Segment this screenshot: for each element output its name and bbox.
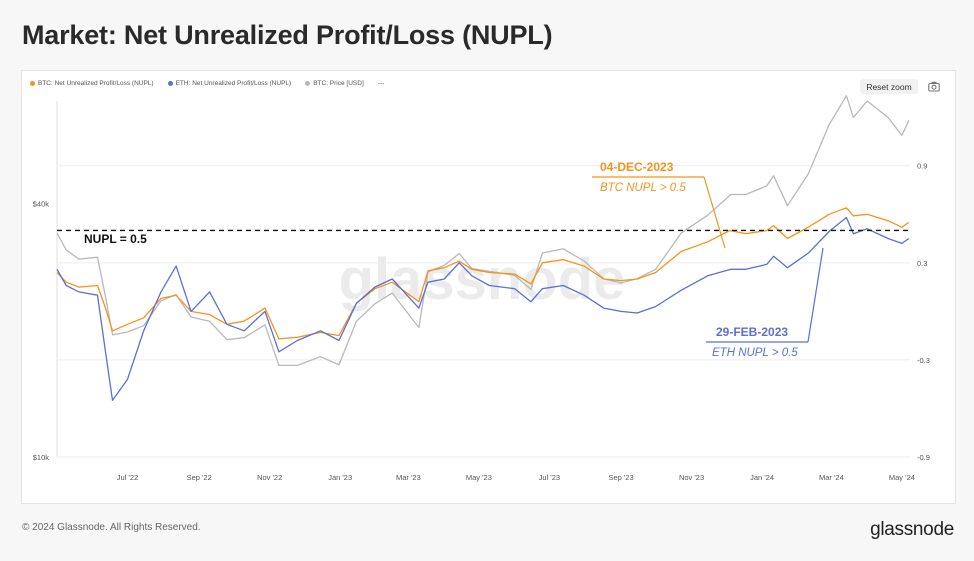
- nupl-threshold-label: NUPL = 0.5: [84, 232, 147, 246]
- x-tick-label: Sep '22: [187, 473, 212, 482]
- x-tick-label: Jan '24: [750, 473, 774, 482]
- eth-annotation-date: 29-FEB-2023: [716, 325, 788, 339]
- series-line-0: [56, 95, 910, 367]
- chart-panel: BTC: Net Unrealized Profit/Loss (NUPL) E…: [21, 70, 956, 504]
- nupl-chart: glassnode Jul '22 Sep '22 Nov '22 Jan '23 Ma…: [33, 95, 930, 482]
- legend-item-eth-nupl[interactable]: ETH: Net Unrealized Profit/Loss (NUPL): [167, 80, 292, 87]
- y-right-tick-label: 0.9: [917, 162, 927, 171]
- reset-zoom-button[interactable]: Reset zoom: [860, 79, 918, 94]
- x-tick-label: Sep '23: [608, 473, 633, 482]
- btc-annotation-date: 04-DEC-2023: [600, 160, 674, 174]
- x-tick-label: Jul '22: [117, 473, 138, 482]
- x-tick-label: Nov '22: [257, 473, 282, 482]
- eth-annotation: 29-FEB-2023 ETH NUPL > 0.5: [706, 247, 824, 359]
- chart-legend: BTC: Net Unrealized Profit/Loss (NUPL) E…: [30, 80, 384, 87]
- copyright-footer: © 2024 Glassnode. All Rights Reserved.: [22, 522, 201, 533]
- eth-annotation-connector: [807, 247, 824, 343]
- x-tick-label: May '23: [466, 473, 492, 482]
- legend-label: ETH: Net Unrealized Profit/Loss (NUPL): [175, 80, 292, 87]
- brand-logo: glassnode: [870, 519, 954, 540]
- axis-labels: Jul '22 Sep '22 Nov '22 Jan '23 Mar '23 May '…: [33, 162, 930, 482]
- legend-item-btc-nupl[interactable]: BTC: Net Unrealized Profit/Loss (NUPL): [30, 80, 154, 87]
- y-right-tick-label: -0.9: [917, 453, 930, 462]
- btc-annotation-text: BTC NUPL > 0.5: [600, 182, 686, 194]
- legend-label: ---: [377, 80, 385, 87]
- x-tick-label: Jan '23: [328, 473, 352, 482]
- legend-label: BTC: Price [USD]: [313, 80, 364, 87]
- x-tick-label: Nov '23: [679, 473, 704, 482]
- x-tick-label: Jul '23: [539, 473, 560, 482]
- btc-annotation: 04-DEC-2023 BTC NUPL > 0.5: [592, 160, 726, 249]
- legend-label: BTC: Net Unrealized Profit/Loss (NUPL): [38, 80, 154, 87]
- chart-watermark: glassnode: [339, 247, 626, 312]
- series-line-2: [56, 216, 910, 402]
- legend-dot-icon: [305, 81, 311, 86]
- y-left-tick-label: $10k: [33, 453, 50, 462]
- series-group: [56, 95, 910, 402]
- legend-item-reference[interactable]: ---: [378, 80, 385, 87]
- camera-icon[interactable]: [928, 81, 940, 92]
- x-tick-label: Mar '24: [819, 473, 844, 482]
- series-line-1: [56, 207, 910, 340]
- y-left-tick-label: $40k: [33, 199, 50, 208]
- y-right-tick-label: -0.3: [917, 356, 930, 365]
- x-tick-label: Mar '23: [396, 473, 421, 482]
- legend-dot-icon: [30, 81, 35, 86]
- x-tick-label: May '24: [889, 473, 915, 482]
- legend-dot-icon: [167, 81, 173, 86]
- btc-annotation-connector: [703, 176, 726, 249]
- eth-annotation-text: ETH NUPL > 0.5: [712, 347, 798, 359]
- page-title: Market: Net Unrealized Profit/Loss (NUPL…: [22, 20, 553, 50]
- legend-item-btc-price[interactable]: BTC: Price [USD]: [305, 80, 364, 87]
- y-right-tick-label: 0.3: [917, 259, 927, 268]
